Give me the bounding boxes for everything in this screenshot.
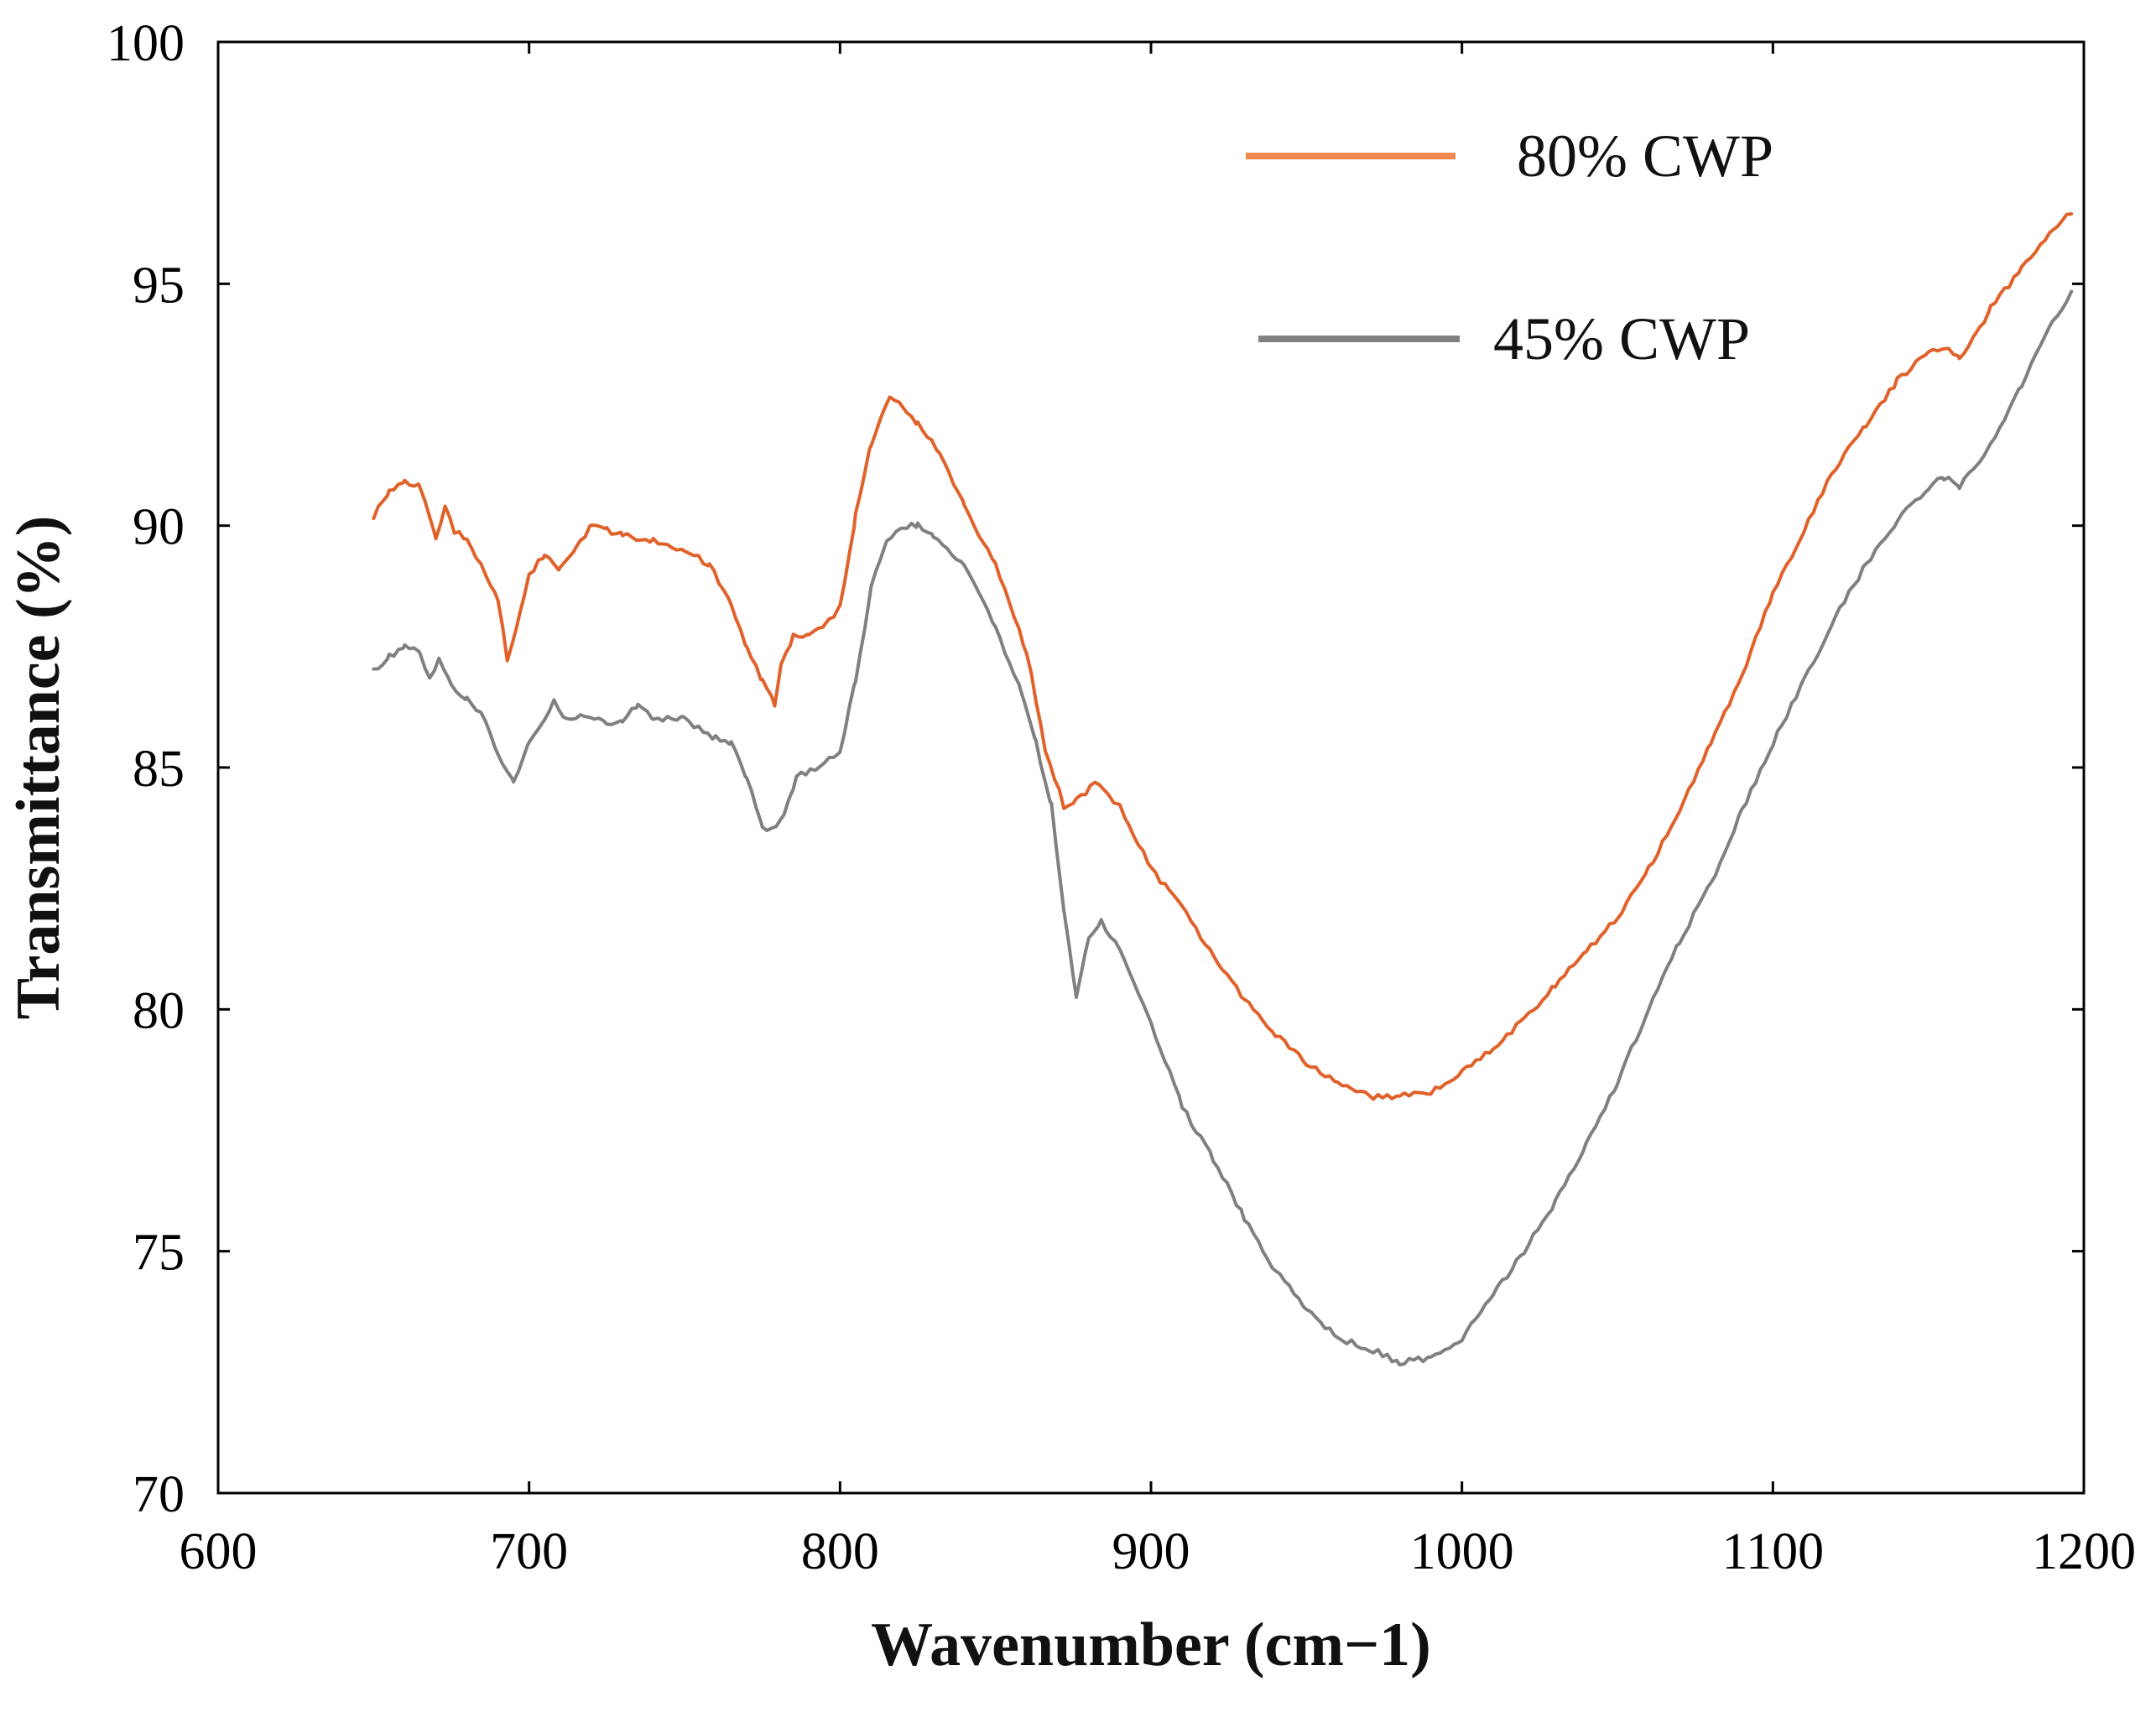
y-tick-label-75: 75 bbox=[133, 1225, 185, 1282]
x-axis-title: Wavenumber (cm−1) bbox=[871, 1611, 1431, 1679]
x-tick-label-1100: 1100 bbox=[1721, 1523, 1824, 1580]
x-tick-label-1200: 1200 bbox=[2032, 1523, 2136, 1580]
plot-frame bbox=[216, 40, 2086, 1495]
x-tick-label-600: 600 bbox=[180, 1523, 258, 1580]
y-tick-label-85: 85 bbox=[133, 741, 185, 798]
x-tick-label-800: 800 bbox=[801, 1523, 879, 1580]
y-tick-label-100: 100 bbox=[107, 15, 185, 72]
x-tick-labels: 600 700 800 900 1000 1100 1200 bbox=[180, 1523, 2137, 1580]
x-tick-label-700: 700 bbox=[490, 1523, 568, 1580]
x-tick-label-1000: 1000 bbox=[1410, 1523, 1514, 1580]
axis-ticks bbox=[216, 40, 2086, 1495]
series-line-80-cwp bbox=[372, 212, 2074, 1101]
legend-label-45-cwp: 45% CWP bbox=[1493, 305, 1750, 372]
series-line-45-cwp bbox=[372, 289, 2074, 1367]
y-axis-title: Transmittance (%) bbox=[4, 516, 73, 1020]
legend: 80% CWP 45% CWP bbox=[1246, 122, 1773, 372]
y-tick-label-95: 95 bbox=[133, 257, 185, 314]
y-tick-label-90: 90 bbox=[133, 499, 185, 556]
y-tick-label-80: 80 bbox=[133, 982, 185, 1039]
y-tick-label-70: 70 bbox=[133, 1466, 185, 1523]
series-lines bbox=[372, 212, 2074, 1367]
x-tick-label-900: 900 bbox=[1112, 1523, 1190, 1580]
legend-label-80-cwp: 80% CWP bbox=[1517, 122, 1773, 190]
y-tick-labels: 70 75 80 85 90 95 100 bbox=[107, 15, 185, 1523]
